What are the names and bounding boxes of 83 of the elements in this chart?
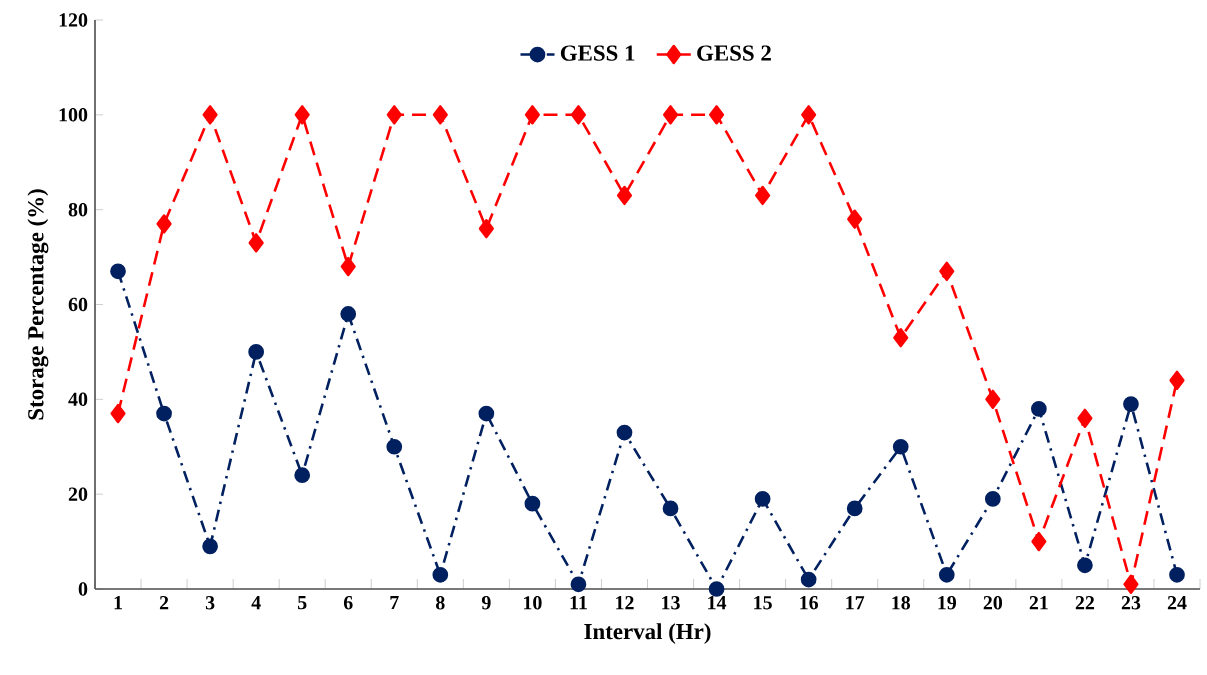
point bbox=[524, 495, 541, 512]
point bbox=[800, 571, 817, 588]
point bbox=[708, 581, 725, 597]
point bbox=[202, 538, 218, 555]
point bbox=[939, 261, 955, 281]
x-tick-label: 1 bbox=[114, 596, 122, 610]
point bbox=[1123, 574, 1139, 594]
point bbox=[202, 105, 218, 125]
point bbox=[294, 105, 310, 125]
point bbox=[524, 105, 540, 125]
point bbox=[985, 389, 1001, 409]
x-tick-label: 14 bbox=[708, 596, 727, 610]
point bbox=[110, 263, 126, 280]
x-axis-title: Interval (Hr) bbox=[584, 623, 711, 644]
x-tick-label: 19 bbox=[938, 596, 957, 610]
y-tick-label: 100 bbox=[59, 108, 88, 122]
point bbox=[478, 218, 494, 239]
point bbox=[893, 328, 909, 348]
y-tick-label: 60 bbox=[68, 297, 88, 312]
point bbox=[801, 105, 817, 125]
x-tick-label: 24 bbox=[1167, 596, 1187, 610]
point bbox=[294, 467, 311, 484]
y-tick-label: 20 bbox=[68, 487, 88, 501]
point bbox=[616, 185, 633, 206]
point bbox=[570, 576, 587, 593]
x-tick-label: 13 bbox=[662, 596, 680, 610]
x-tick-label: 20 bbox=[983, 596, 1003, 610]
x-tick-label: 10 bbox=[524, 596, 542, 610]
point bbox=[892, 438, 909, 455]
x-tick-label: 4 bbox=[251, 596, 261, 610]
x-tick-label: 2 bbox=[159, 596, 169, 610]
point bbox=[1169, 566, 1185, 583]
point bbox=[754, 491, 771, 507]
point bbox=[1031, 531, 1047, 552]
point bbox=[570, 105, 587, 125]
x-tick-label: 21 bbox=[1029, 596, 1048, 610]
point bbox=[1030, 400, 1047, 417]
point bbox=[847, 209, 863, 229]
point bbox=[662, 500, 679, 517]
x-tick-label: 12 bbox=[616, 596, 634, 610]
x-tick-label: 9 bbox=[481, 596, 491, 610]
point bbox=[110, 403, 126, 424]
x-tick-label: 6 bbox=[343, 596, 353, 610]
y-tick-label: 80 bbox=[68, 202, 88, 217]
x-tick-label: 16 bbox=[800, 596, 819, 610]
legend-label: GESS 2 bbox=[697, 45, 771, 61]
point bbox=[340, 306, 357, 322]
y-axis-title: Storage Percentage (%) bbox=[27, 189, 49, 420]
point bbox=[662, 105, 679, 125]
point bbox=[709, 105, 725, 125]
point bbox=[248, 233, 264, 253]
point bbox=[156, 214, 172, 234]
point bbox=[1077, 557, 1093, 574]
x-tick-label: 22 bbox=[1075, 596, 1095, 610]
point bbox=[1077, 408, 1093, 428]
point bbox=[340, 256, 356, 277]
y-tick-label: 0 bbox=[78, 582, 88, 596]
legend-label: GESS 1 bbox=[560, 45, 635, 61]
point bbox=[846, 500, 863, 517]
point bbox=[984, 491, 1001, 507]
x-tick-label: 18 bbox=[892, 596, 911, 610]
point bbox=[478, 405, 495, 422]
x-tick-label: 8 bbox=[435, 596, 445, 610]
point bbox=[386, 438, 403, 455]
point bbox=[432, 105, 448, 125]
point bbox=[1123, 396, 1139, 412]
point bbox=[156, 405, 172, 422]
point bbox=[755, 185, 771, 206]
x-tick-label: 5 bbox=[298, 596, 307, 610]
x-tick-label: 3 bbox=[205, 596, 215, 610]
x-tick-label: 7 bbox=[390, 596, 399, 610]
y-tick-label: 120 bbox=[59, 13, 88, 27]
x-tick-label: 15 bbox=[754, 596, 772, 610]
x-tick-label: 17 bbox=[846, 596, 865, 610]
x-tick-label: 23 bbox=[1121, 596, 1141, 610]
point bbox=[1169, 370, 1185, 391]
point bbox=[616, 424, 633, 441]
point bbox=[248, 344, 265, 360]
point bbox=[386, 105, 402, 125]
point bbox=[432, 566, 449, 583]
x-tick-label: 11 bbox=[570, 596, 587, 610]
point bbox=[938, 566, 955, 583]
y-tick-label: 40 bbox=[68, 392, 88, 407]
